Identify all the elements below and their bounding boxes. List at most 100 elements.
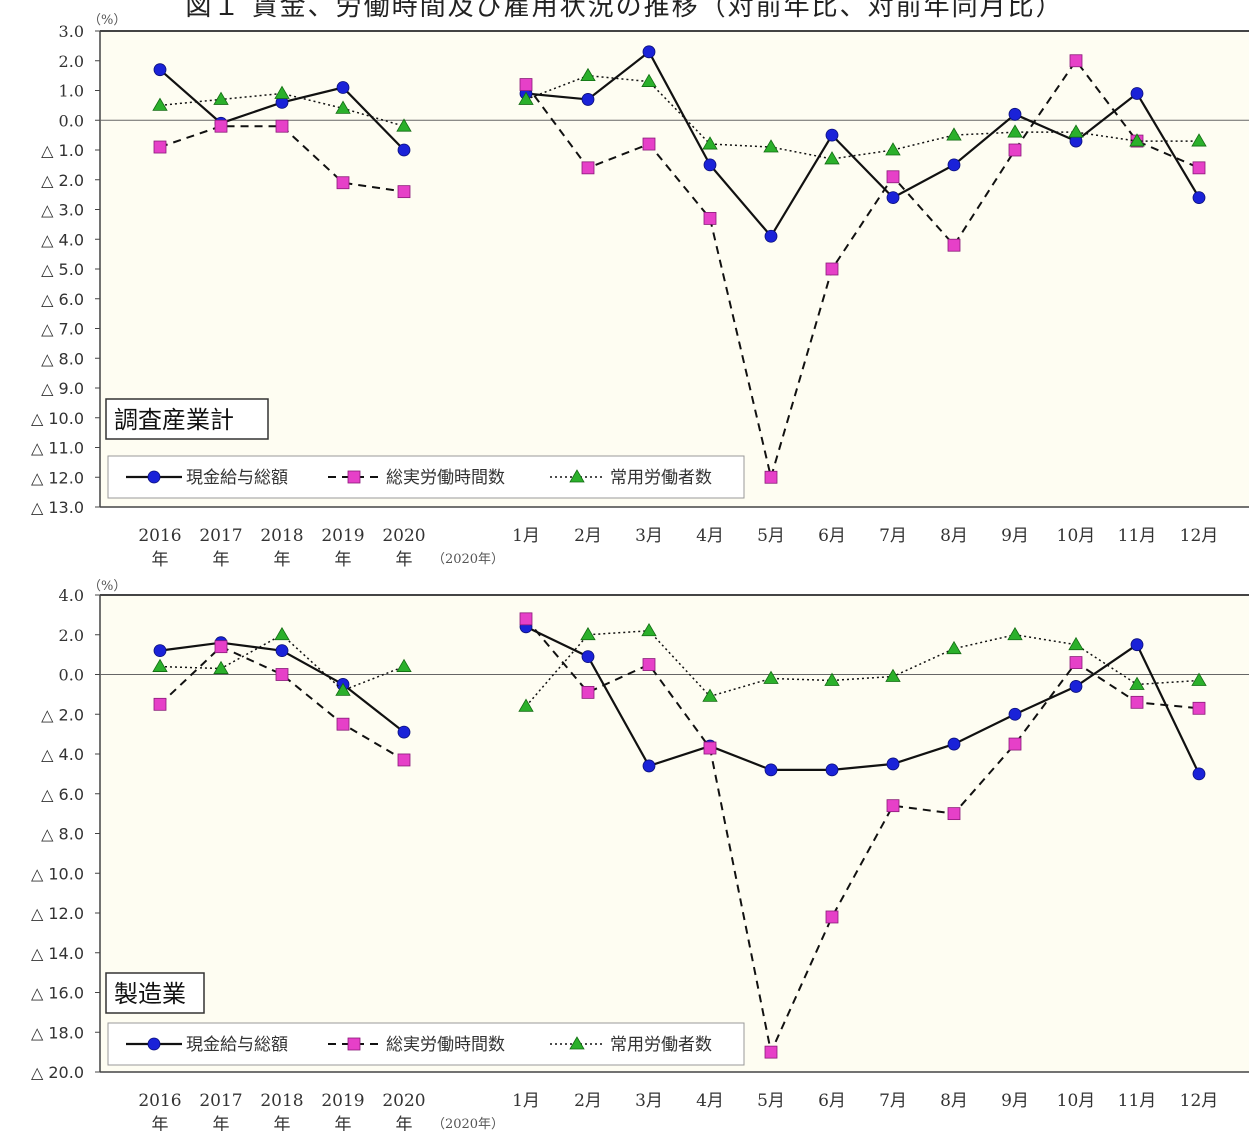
data-point [581, 93, 595, 106]
legend-label-wage: 現金給与総額 [186, 468, 288, 488]
data-point [764, 229, 778, 243]
data-point [702, 136, 718, 150]
legend-marker-workers [569, 469, 585, 483]
data-point [886, 191, 900, 205]
x-label-month: 4月 [696, 1091, 724, 1111]
x-label-month: 10月 [1057, 526, 1096, 546]
x-label-year: 2018 [260, 1091, 303, 1111]
panel-label-box: 製造業 [105, 972, 205, 1014]
data-point [581, 650, 595, 664]
x-label-month: 6月 [818, 526, 846, 546]
y-tick-label: △ 12.0 [31, 904, 84, 923]
legend-label-wage: 現金給与総額 [186, 1035, 288, 1055]
x-label-month: 3月 [635, 1091, 663, 1111]
x-group-label: （2020年） [432, 552, 504, 567]
data-point [275, 668, 289, 681]
data-point [825, 128, 839, 142]
x-label-year: 2019 [321, 1091, 364, 1111]
unit-label: （%） [88, 13, 126, 28]
x-label-year-suffix: 年 [396, 550, 413, 570]
x-label-month: 9月 [1001, 526, 1029, 546]
y-tick-label: △ 4.0 [41, 745, 84, 764]
legend: 現金給与総額 総実労働時間数 常用労働者数 [107, 455, 745, 499]
data-point [275, 644, 289, 658]
workers-series [152, 67, 1207, 165]
y-tick-label: 1.0 [59, 82, 84, 101]
data-point [335, 682, 351, 696]
wage-series [153, 45, 1206, 243]
legend-label-workers: 常用労働者数 [610, 1035, 712, 1055]
y-tick-label: △ 5.0 [41, 260, 84, 279]
y-tick-label: △ 18.0 [31, 1023, 84, 1042]
y-tick-label: △ 1.0 [41, 141, 84, 160]
data-point [213, 660, 229, 674]
plot-area [100, 31, 1249, 507]
x-label-month: 11月 [1118, 1091, 1157, 1111]
y-tick-label: △ 6.0 [41, 290, 84, 309]
x-label-month: 7月 [879, 526, 907, 546]
y-tick-label: △ 9.0 [41, 379, 84, 398]
x-label-year-suffix: 年 [274, 1115, 291, 1131]
series-line [525, 618, 1200, 1056]
y-tick-label: 2.0 [59, 626, 84, 645]
data-point [1192, 161, 1206, 175]
data-point [153, 697, 167, 711]
x-group-label: （2020年） [432, 1117, 504, 1131]
data-point [1069, 656, 1083, 669]
unit-label: （%） [88, 579, 126, 594]
data-point [703, 158, 717, 172]
data-point [947, 238, 961, 252]
data-point [641, 73, 657, 87]
y-tick-label: △ 3.0 [41, 201, 84, 220]
x-label-month: 5月 [757, 526, 785, 546]
data-point [153, 644, 167, 658]
workers-series [152, 622, 1207, 712]
x-label-year: 2018 [260, 526, 303, 546]
y-tick-label: △ 11.0 [31, 439, 84, 458]
data-point [396, 658, 412, 672]
y-tick-label: △ 13.0 [31, 498, 84, 517]
y-tick-label: 4.0 [59, 586, 84, 605]
data-point [580, 67, 596, 82]
data-point [947, 737, 961, 751]
data-point [703, 741, 717, 755]
data-point [519, 78, 533, 91]
x-label-month: 4月 [696, 526, 724, 546]
x-label-year: 2017 [199, 526, 242, 546]
chart-all-industries: 3.0 2.0 1.0 0.0 △ 1.0 △ 2.0 △ 3.0 △ 4.0 △ 5.0 △ 6… [31, 13, 1249, 570]
data-point [336, 81, 350, 94]
series-line [525, 59, 1200, 482]
data-point [581, 685, 595, 699]
panel-label-frame [105, 972, 205, 1014]
data-point [825, 763, 839, 777]
x-label-year: 2016 [138, 1091, 181, 1111]
data-point [1008, 107, 1022, 121]
data-point [396, 118, 412, 132]
data-point [1129, 676, 1145, 690]
data-point [1191, 133, 1207, 147]
data-point [397, 185, 411, 199]
series-line [525, 50, 1200, 239]
data-point [518, 698, 534, 712]
chart-manufacturing: 4.0 2.0 0.0 △ 2.0 △ 4.0 △ 6.0 △ 8.0 △ 10.0 △ 12.… [31, 579, 1249, 1131]
data-point [1130, 638, 1144, 652]
data-point [581, 161, 595, 175]
panel-label: 調査産業計 [114, 406, 234, 434]
data-point [336, 717, 350, 731]
data-point [642, 658, 656, 671]
y-tick-label: 2.0 [59, 52, 84, 71]
data-point [397, 725, 411, 739]
data-point [274, 85, 290, 99]
data-point [1130, 87, 1144, 100]
figure-title: 図１ 賃金、労働時間及び雇用状況の推移（対前年比、対前年同月比） [185, 0, 1064, 22]
hours-series [153, 612, 1206, 1059]
data-point [1192, 701, 1206, 715]
data-point [519, 612, 533, 626]
series-line [159, 125, 405, 193]
data-point [825, 262, 839, 276]
x-label-year: 2020 [382, 526, 425, 546]
data-point [1007, 124, 1023, 138]
data-point [947, 807, 961, 821]
x-label-month: 12月 [1180, 1091, 1219, 1111]
data-point [764, 470, 778, 484]
